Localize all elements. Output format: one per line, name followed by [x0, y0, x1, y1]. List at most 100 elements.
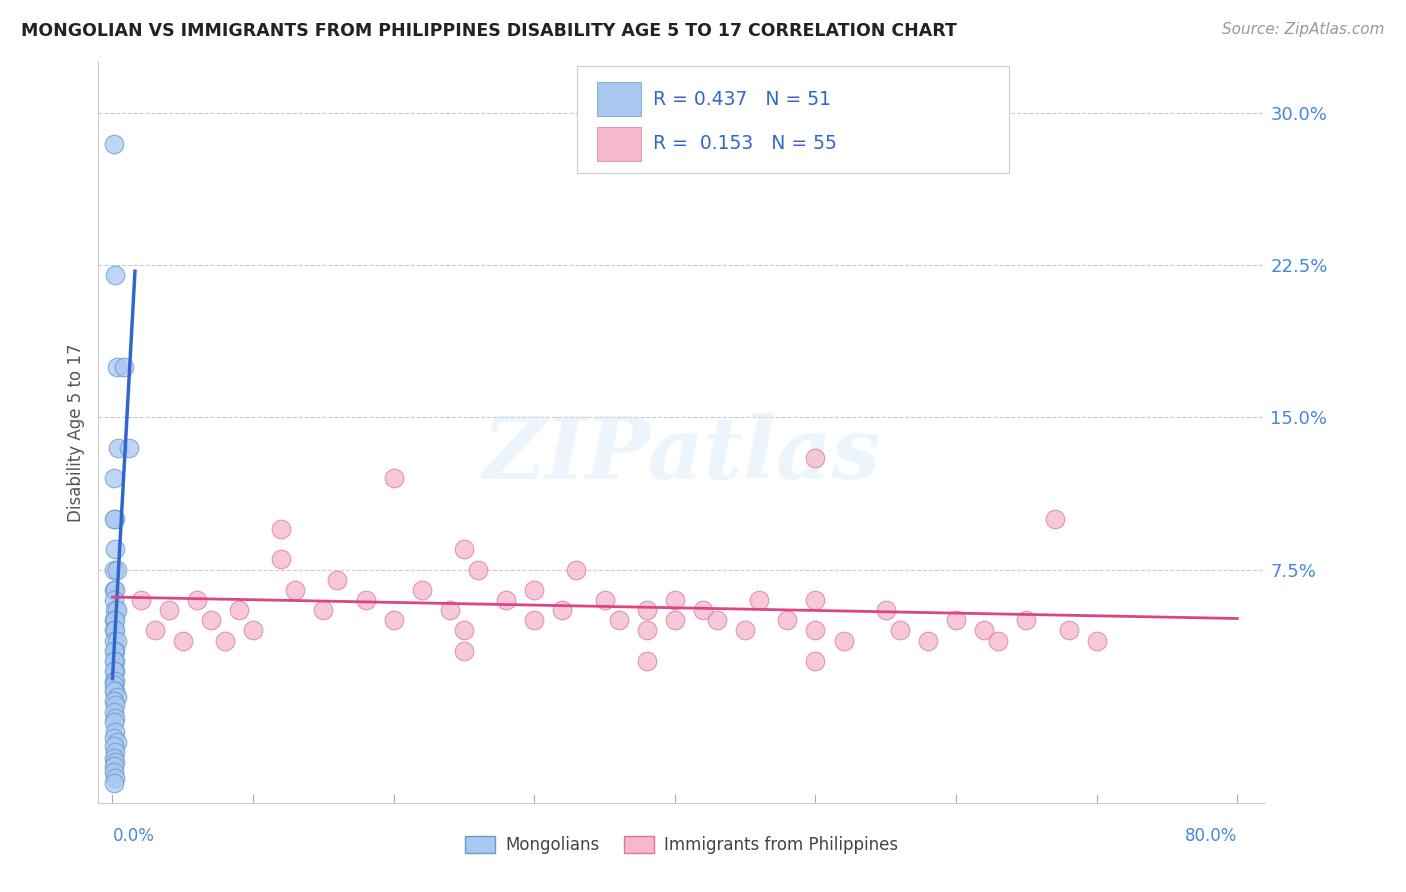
Point	[104, 268, 127, 283]
Point	[103, 643, 125, 657]
Point	[917, 633, 939, 648]
Point	[312, 603, 335, 617]
Point	[103, 694, 125, 708]
Point	[103, 654, 125, 668]
Point	[411, 582, 433, 597]
Point	[103, 751, 125, 765]
Point	[104, 613, 127, 627]
Point	[104, 745, 127, 759]
Point	[326, 573, 349, 587]
Point	[105, 603, 128, 617]
Point	[284, 582, 307, 597]
Point	[129, 593, 152, 607]
Point	[270, 552, 292, 566]
Point	[453, 643, 475, 657]
Point	[104, 674, 127, 689]
Point	[103, 684, 125, 698]
Text: R =  0.153   N = 55: R = 0.153 N = 55	[652, 135, 837, 153]
Point	[1057, 624, 1080, 638]
Point	[103, 739, 125, 753]
Point	[1085, 633, 1108, 648]
Point	[692, 603, 714, 617]
Point	[945, 613, 967, 627]
Point	[607, 613, 630, 627]
Point	[104, 624, 127, 638]
Point	[748, 593, 770, 607]
Point	[186, 593, 208, 607]
Point	[103, 624, 125, 638]
Point	[1043, 512, 1066, 526]
Point	[103, 512, 125, 526]
Point	[103, 775, 125, 789]
Text: 80.0%: 80.0%	[1185, 827, 1237, 845]
Point	[382, 471, 405, 485]
Point	[104, 772, 127, 786]
Text: Source: ZipAtlas.com: Source: ZipAtlas.com	[1222, 22, 1385, 37]
Point	[495, 593, 517, 607]
Point	[242, 624, 264, 638]
Text: MONGOLIAN VS IMMIGRANTS FROM PHILIPPINES DISABILITY AGE 5 TO 17 CORRELATION CHAR: MONGOLIAN VS IMMIGRANTS FROM PHILIPPINES…	[21, 22, 957, 40]
Point	[103, 678, 125, 692]
Point	[104, 582, 127, 597]
Point	[636, 654, 658, 668]
Point	[118, 441, 141, 455]
Point	[103, 759, 125, 773]
Point	[1015, 613, 1038, 627]
Point	[664, 613, 686, 627]
Point	[593, 593, 616, 607]
Point	[103, 471, 125, 485]
Bar	[596, 82, 641, 117]
Point	[103, 562, 125, 576]
Text: ZIPatlas: ZIPatlas	[482, 413, 882, 497]
Point	[453, 624, 475, 638]
Point	[104, 724, 127, 739]
Point	[104, 603, 127, 617]
Point	[523, 613, 546, 627]
Point	[636, 624, 658, 638]
Point	[105, 359, 128, 374]
Point	[104, 664, 127, 678]
Point	[103, 674, 125, 689]
Point	[706, 613, 728, 627]
Point	[523, 582, 546, 597]
Point	[104, 756, 127, 770]
Point	[804, 593, 827, 607]
Point	[664, 593, 686, 607]
Point	[565, 562, 588, 576]
Point	[104, 512, 127, 526]
Point	[104, 654, 127, 668]
Point	[636, 603, 658, 617]
Point	[973, 624, 995, 638]
Text: R = 0.437   N = 51: R = 0.437 N = 51	[652, 90, 831, 109]
Point	[103, 582, 125, 597]
Legend: Mongolians, Immigrants from Philippines: Mongolians, Immigrants from Philippines	[458, 830, 905, 861]
Point	[439, 603, 461, 617]
Point	[103, 705, 125, 719]
Point	[103, 714, 125, 729]
Point	[734, 624, 756, 638]
Point	[143, 624, 166, 638]
Y-axis label: Disability Age 5 to 17: Disability Age 5 to 17	[66, 343, 84, 522]
Point	[551, 603, 574, 617]
Point	[776, 613, 799, 627]
Point	[104, 643, 127, 657]
Point	[105, 562, 128, 576]
Point	[104, 542, 127, 557]
Point	[467, 562, 489, 576]
Bar	[596, 127, 641, 161]
Point	[382, 613, 405, 627]
Point	[270, 522, 292, 536]
Point	[103, 136, 125, 151]
Point	[105, 735, 128, 749]
Point	[103, 633, 125, 648]
Point	[104, 698, 127, 713]
Point	[104, 684, 127, 698]
Point	[103, 765, 125, 780]
Point	[832, 633, 855, 648]
Point	[172, 633, 194, 648]
Point	[105, 633, 128, 648]
FancyBboxPatch shape	[576, 66, 1008, 173]
Point	[228, 603, 250, 617]
Point	[103, 593, 125, 607]
Point	[157, 603, 180, 617]
